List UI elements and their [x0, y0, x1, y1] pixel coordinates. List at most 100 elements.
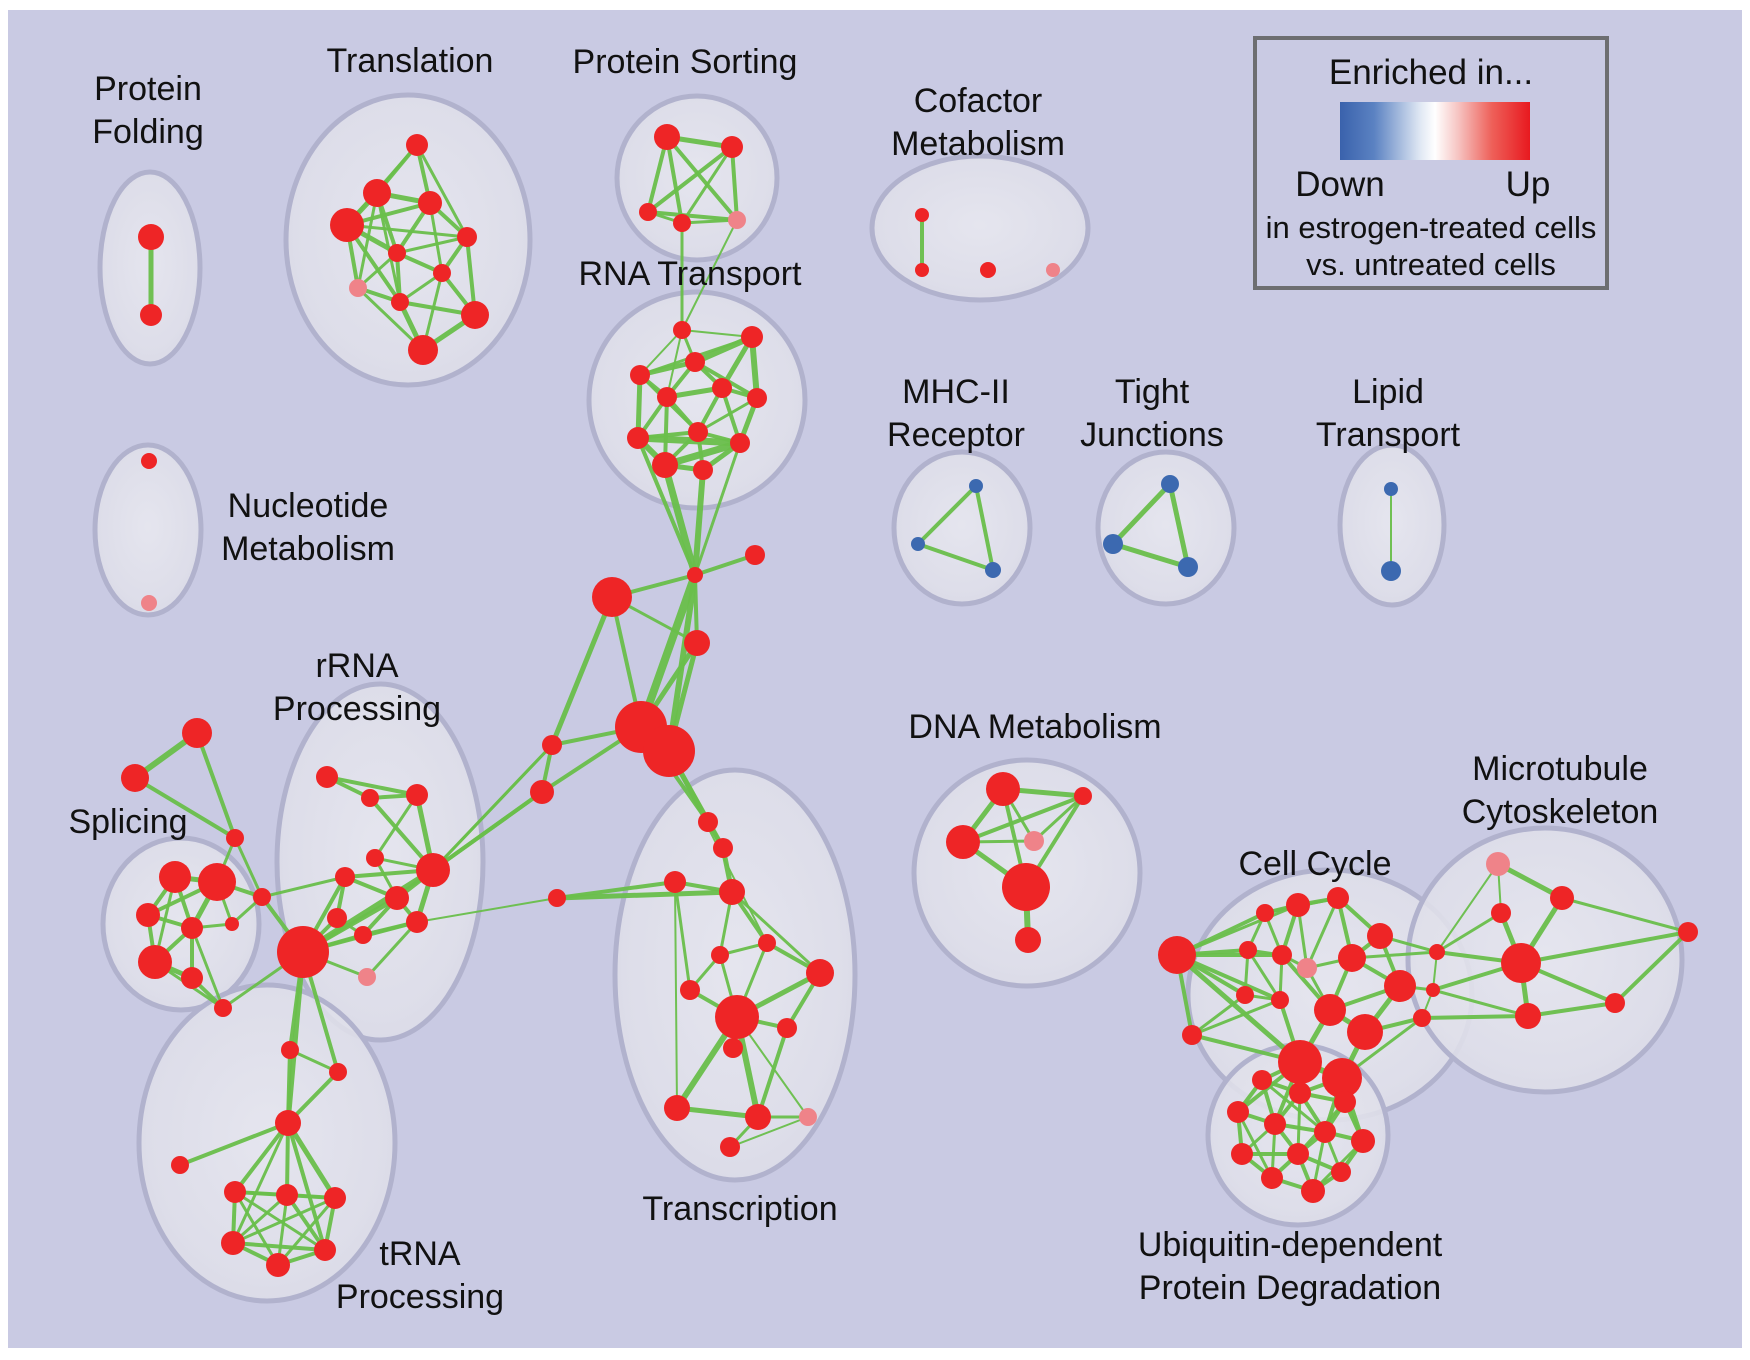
gene-set-node-tl5	[457, 227, 477, 247]
gene-set-node-u5	[1264, 1113, 1286, 1135]
gene-set-node-th	[266, 1253, 290, 1277]
gene-set-node-mt6	[1605, 993, 1625, 1013]
gene-set-node-cc13	[1271, 991, 1289, 1009]
gene-set-node-tf	[221, 1231, 245, 1255]
edge-tl5-tl6	[395, 235, 469, 255]
edge-mt5-k2	[1431, 988, 1530, 1018]
gene-set-node-rt8	[688, 422, 708, 442]
edge-tj2-tj3	[1110, 541, 1191, 570]
edge-bl1-c1	[549, 594, 615, 748]
edge-u4-u11	[1236, 1110, 1274, 1180]
cluster-label-dna-metabolism: DNA Metabolism	[908, 708, 1161, 746]
cluster-ellipse-tight-junctions	[1095, 449, 1237, 607]
gene-set-node-ta	[275, 1110, 301, 1136]
gene-set-node-hub2	[643, 725, 695, 777]
edge-p6-p9	[756, 1026, 789, 1119]
cluster-ellipse-cofactor-metabolism	[869, 153, 1091, 303]
edge-x3-p3	[673, 880, 692, 992]
edge-j1-nr1	[693, 553, 757, 577]
legend: Enriched in... Down Up in estrogen-treat…	[1253, 36, 1609, 290]
legend-up-label: Up	[1506, 165, 1551, 204]
edge-l9-r9	[416, 897, 558, 923]
edge-r5-c2	[431, 790, 544, 872]
legend-title: Enriched in...	[1329, 53, 1533, 92]
gene-set-node-u3	[1334, 1091, 1356, 1113]
gene-set-node-r7	[385, 886, 409, 910]
edge-rt12-j1	[692, 467, 706, 578]
gene-set-node-s6	[138, 945, 172, 979]
gene-set-node-te	[324, 1187, 346, 1209]
gene-set-node-r8	[327, 908, 347, 928]
cluster-label-rna-transport: RNA Transport	[579, 255, 803, 293]
gene-set-node-tj1	[1161, 475, 1179, 493]
cluster-label-cell-cycle: Cell Cycle	[1238, 845, 1391, 883]
gene-set-node-u11	[1261, 1167, 1283, 1189]
gene-set-node-lt1	[1384, 482, 1398, 496]
gene-set-node-tl3	[418, 191, 442, 215]
gene-set-node-s5	[225, 917, 239, 931]
gene-set-node-cc9	[1338, 944, 1366, 972]
gene-set-node-s1	[159, 861, 191, 893]
gene-set-node-cc11	[1384, 970, 1416, 1002]
gene-set-node-tr3	[226, 829, 244, 847]
cluster-label-translation: Translation	[327, 42, 494, 80]
gene-set-node-tl2	[363, 179, 391, 207]
gene-set-node-tl10	[461, 301, 489, 329]
cluster-ellipse-translation	[283, 92, 533, 388]
edge-ps1-ps5	[665, 135, 739, 222]
gene-set-node-cc1	[1158, 936, 1196, 974]
gene-set-node-m1	[684, 630, 710, 656]
gene-set-node-r5	[416, 853, 450, 887]
gene-set-node-dm5	[1002, 863, 1050, 911]
cluster-label-trna-processing: tRNA Processing	[336, 1235, 504, 1316]
gene-set-node-s3	[136, 903, 160, 927]
edge-tc-th	[233, 1190, 280, 1267]
edge-ps2-ps4	[680, 145, 734, 225]
gene-set-node-u7	[1351, 1129, 1375, 1153]
gene-set-node-cc10	[1367, 923, 1393, 949]
edge-ps2-ps5	[730, 145, 739, 222]
edge-mt1-mt2	[1495, 861, 1565, 901]
gene-set-node-p2	[758, 934, 776, 952]
gene-set-node-u12	[1301, 1179, 1325, 1203]
gene-set-node-p1	[711, 946, 729, 964]
edge-cc2-cc13	[1190, 998, 1282, 1037]
legend-down-label: Down	[1295, 165, 1384, 204]
edge-mt5-mt6	[1526, 1001, 1617, 1018]
edge-te-th	[276, 1196, 337, 1267]
edge-ta-te	[285, 1120, 338, 1201]
edge-dm2-dm3	[961, 794, 1085, 844]
edge-p8-p9	[674, 1105, 761, 1120]
edge-r5-c1	[431, 743, 554, 872]
gene-set-node-cc8	[1297, 958, 1317, 978]
edge-tl2-tl8	[356, 191, 379, 290]
gene-set-node-cc4	[1286, 893, 1310, 917]
network-nodes	[121, 124, 1698, 1277]
gene-set-node-tl4	[330, 208, 364, 242]
cluster-label-tight-junctions: Tight Junctions	[1080, 373, 1224, 454]
edge-ta-tf	[231, 1121, 290, 1245]
gene-set-node-mh2	[911, 537, 925, 551]
edge-mh2-mh3	[916, 542, 995, 572]
gene-set-node-nr1	[745, 545, 765, 565]
edge-r3-r4	[373, 793, 419, 860]
gene-set-node-p3	[680, 980, 700, 1000]
gene-set-node-mh1	[969, 479, 983, 493]
gene-set-node-mt7	[1678, 922, 1698, 942]
gene-set-node-p10	[799, 1108, 817, 1126]
gene-set-node-tg	[314, 1239, 336, 1261]
gene-set-node-cc17	[1322, 1058, 1362, 1098]
gene-set-node-p11	[720, 1137, 740, 1157]
cluster-label-transcription: Transcription	[642, 1190, 837, 1228]
edge-tf-tg	[231, 1241, 327, 1252]
edge-mt4-mt7	[1519, 930, 1690, 965]
cluster-ellipse-trna-processing	[136, 982, 398, 1304]
edge-s4-s8	[190, 926, 225, 1010]
gene-set-node-p8	[664, 1095, 690, 1121]
gene-set-node-u4	[1227, 1101, 1249, 1123]
gene-set-node-dm3	[946, 825, 980, 859]
gene-set-node-k3	[1413, 1009, 1431, 1027]
edge-dm2-dm4	[1032, 794, 1085, 843]
edge-ta-tc	[233, 1121, 290, 1194]
gene-set-node-r9	[406, 911, 428, 933]
